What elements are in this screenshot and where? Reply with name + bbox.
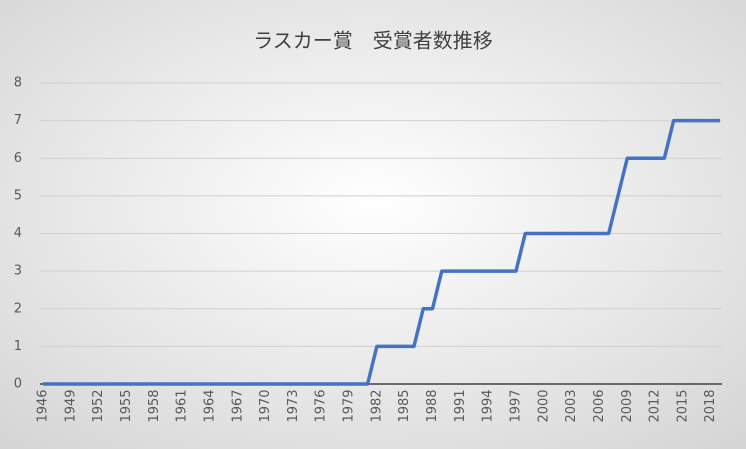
- y-tick-label: 8: [14, 76, 22, 91]
- y-tick-label: 6: [14, 151, 22, 166]
- x-tick-label: 1988: [425, 389, 440, 422]
- x-tick-label: 1997: [508, 389, 523, 422]
- y-tick-label: 4: [14, 226, 22, 241]
- x-tick-label: 1967: [230, 389, 245, 422]
- x-tick-label: 1994: [481, 389, 496, 422]
- x-tick-label: 2003: [564, 389, 579, 422]
- y-tick-label: 2: [14, 301, 22, 316]
- x-tick-label: 1955: [119, 389, 134, 422]
- x-tick-label: 1964: [202, 389, 217, 422]
- y-tick-label: 7: [14, 113, 22, 128]
- y-tick-label: 1: [14, 339, 22, 354]
- x-tick-label: 1961: [175, 389, 190, 422]
- y-tick-label: 3: [14, 264, 22, 279]
- x-tick-label: 2000: [536, 389, 551, 422]
- x-tick-label: 1970: [258, 389, 273, 422]
- x-tick-label: 2018: [703, 389, 718, 422]
- x-tick-label: 1991: [453, 389, 468, 422]
- y-tick-label: 0: [14, 377, 22, 392]
- y-tick-label: 5: [14, 188, 22, 203]
- x-tick-label: 1979: [342, 389, 357, 422]
- x-tick-label: 1973: [286, 389, 301, 422]
- x-tick-label: 1949: [63, 389, 78, 422]
- x-tick-label: 2009: [620, 389, 635, 422]
- data-line: [43, 118, 720, 386]
- x-tick-label: 2015: [675, 389, 690, 422]
- x-tick-label: 1946: [36, 389, 51, 422]
- x-tick-label: 2012: [648, 389, 663, 422]
- x-tick-label: 1982: [369, 389, 384, 422]
- x-tick-label: 1976: [314, 389, 329, 422]
- x-tick-label: 1952: [91, 389, 106, 422]
- x-tick-label: 2006: [592, 389, 607, 422]
- chart-title: ラスカー賞 受賞者数推移: [253, 29, 493, 53]
- x-tick-label: 1985: [397, 389, 412, 422]
- x-tick-label: 1958: [147, 389, 162, 422]
